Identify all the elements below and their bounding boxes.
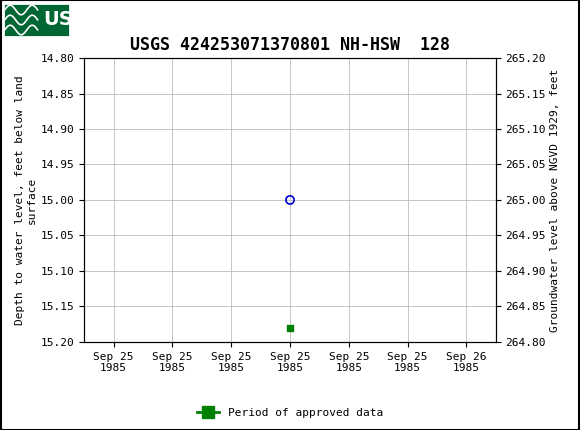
Legend: Period of approved data: Period of approved data [193,403,387,422]
Point [285,197,295,203]
Text: USGS 424253071370801 NH-HSW  128: USGS 424253071370801 NH-HSW 128 [130,36,450,54]
Text: USGS: USGS [44,10,103,30]
Point [285,324,295,331]
FancyBboxPatch shape [3,3,70,37]
Y-axis label: Depth to water level, feet below land
surface: Depth to water level, feet below land su… [15,75,37,325]
Y-axis label: Groundwater level above NGVD 1929, feet: Groundwater level above NGVD 1929, feet [550,68,560,332]
